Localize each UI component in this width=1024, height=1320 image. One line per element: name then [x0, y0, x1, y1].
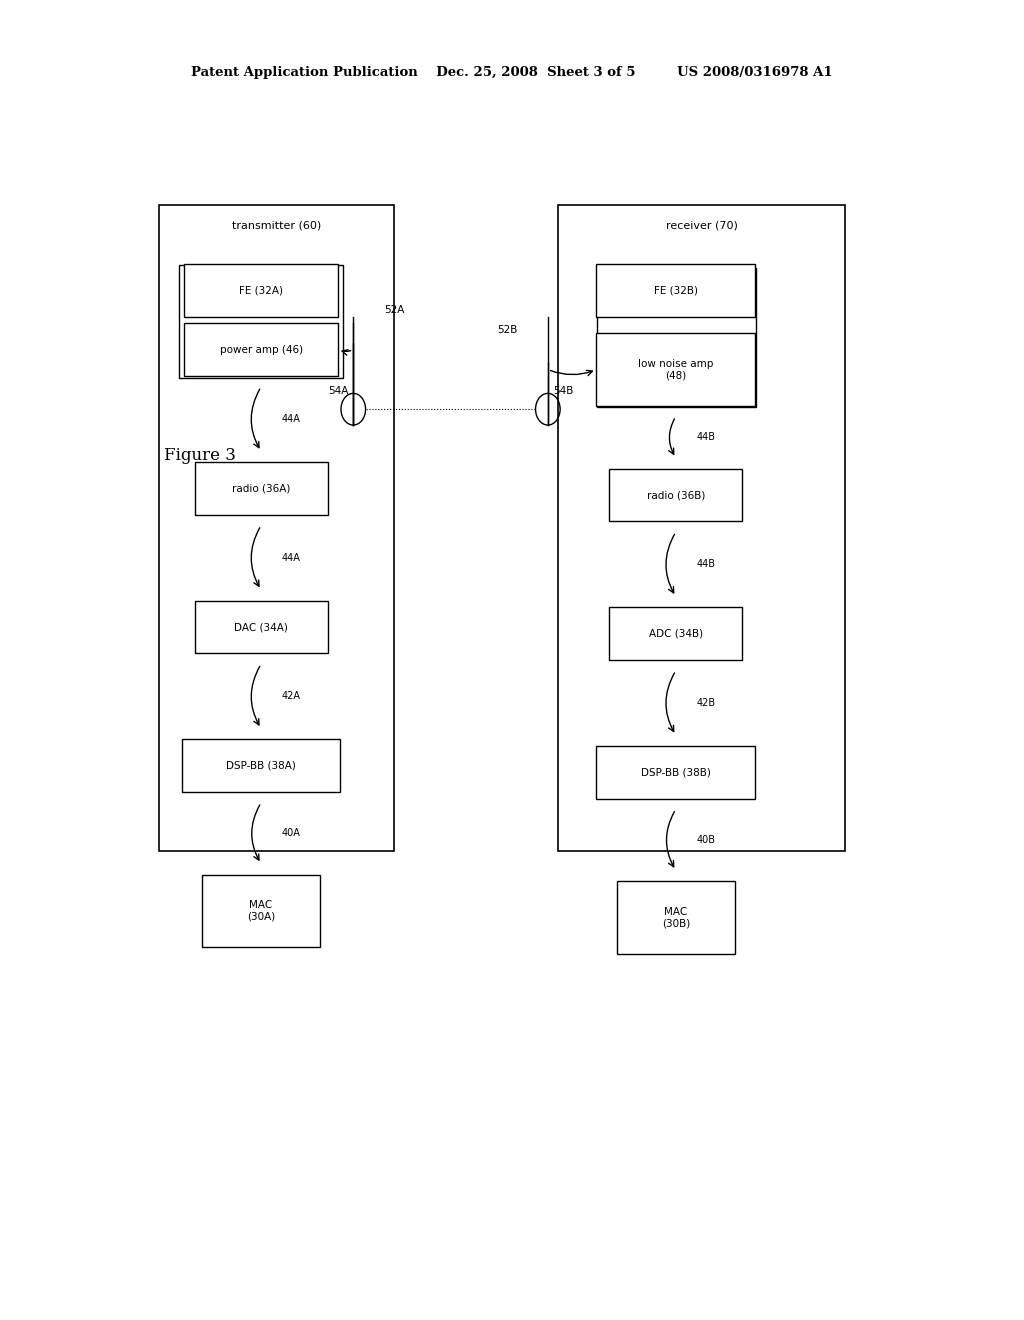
FancyBboxPatch shape — [182, 739, 340, 792]
Text: radio (36B): radio (36B) — [646, 490, 706, 500]
FancyBboxPatch shape — [159, 205, 394, 851]
Text: 42B: 42B — [696, 698, 716, 708]
FancyBboxPatch shape — [179, 265, 343, 378]
Text: FE (32B): FE (32B) — [654, 285, 697, 296]
FancyBboxPatch shape — [203, 875, 319, 948]
Text: 40B: 40B — [696, 834, 716, 845]
Text: 54B: 54B — [553, 385, 573, 396]
Text: 44A: 44A — [282, 414, 300, 424]
FancyBboxPatch shape — [184, 323, 338, 376]
Text: FE (32A): FE (32A) — [240, 285, 283, 296]
Text: ADC (34B): ADC (34B) — [649, 628, 702, 639]
FancyBboxPatch shape — [195, 601, 328, 653]
FancyBboxPatch shape — [596, 264, 756, 317]
Text: low noise amp
(48): low noise amp (48) — [638, 359, 714, 380]
FancyBboxPatch shape — [558, 205, 845, 851]
Text: receiver (70): receiver (70) — [666, 220, 737, 231]
Text: Patent Application Publication    Dec. 25, 2008  Sheet 3 of 5         US 2008/03: Patent Application Publication Dec. 25, … — [191, 66, 833, 79]
Text: power amp (46): power amp (46) — [219, 345, 303, 355]
FancyBboxPatch shape — [195, 462, 328, 515]
Text: 44A: 44A — [282, 553, 300, 562]
Text: transmitter (60): transmitter (60) — [231, 220, 322, 231]
Text: DSP-BB (38A): DSP-BB (38A) — [226, 760, 296, 771]
FancyBboxPatch shape — [596, 333, 756, 407]
FancyBboxPatch shape — [184, 264, 338, 317]
Text: 54A: 54A — [328, 385, 348, 396]
Text: Figure 3: Figure 3 — [164, 447, 236, 463]
Text: 52A: 52A — [384, 305, 404, 315]
Text: MAC
(30B): MAC (30B) — [662, 907, 690, 928]
FancyBboxPatch shape — [597, 268, 756, 407]
Text: DAC (34A): DAC (34A) — [234, 622, 288, 632]
Text: DSP-BB (38B): DSP-BB (38B) — [641, 767, 711, 777]
FancyBboxPatch shape — [596, 746, 756, 799]
Text: 52B: 52B — [497, 325, 517, 335]
Text: 44B: 44B — [696, 560, 716, 569]
FancyBboxPatch shape — [609, 607, 742, 660]
FancyBboxPatch shape — [616, 882, 735, 953]
FancyBboxPatch shape — [609, 469, 742, 521]
Text: 40A: 40A — [282, 828, 300, 838]
Text: radio (36A): radio (36A) — [231, 483, 291, 494]
Text: 42A: 42A — [282, 692, 301, 701]
Text: 44B: 44B — [696, 432, 716, 442]
Text: MAC
(30A): MAC (30A) — [247, 900, 275, 921]
